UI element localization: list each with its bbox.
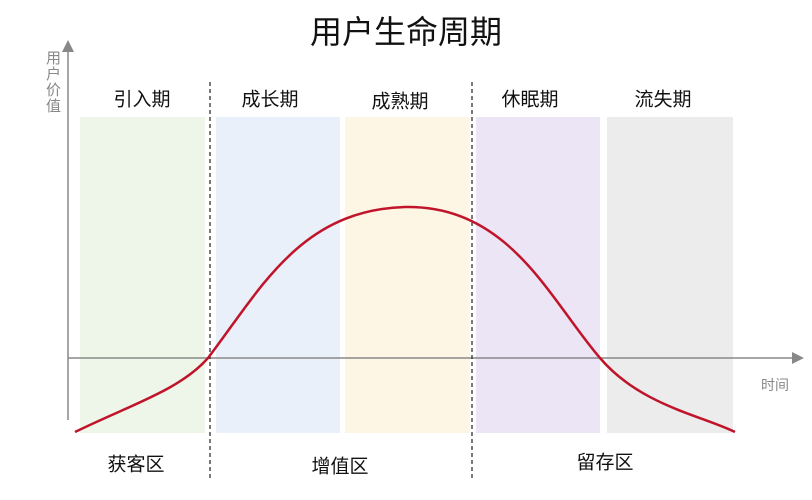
title: 用户生命周期 [310,13,502,51]
y-axis-label: 用户价值 [44,50,62,114]
stage-label: 成熟期 [371,91,428,113]
stage-label: 引入期 [113,89,170,111]
zone-label: 增值区 [311,456,368,478]
lifecycle-curve [74,205,736,434]
stage-label: 休眠期 [501,89,558,111]
stage-bg [80,117,205,433]
stage-bg [607,117,733,433]
zone-label: 留存区 [576,452,633,474]
x-arrow [792,352,804,364]
zone-label: 获客区 [107,454,164,476]
stage-bg [216,117,340,433]
stage-bg [345,117,470,433]
x-axis-label: 时间 [761,378,789,394]
stage-label: 成长期 [241,89,298,111]
y-arrow [62,40,74,52]
stage-label: 流失期 [634,89,691,111]
